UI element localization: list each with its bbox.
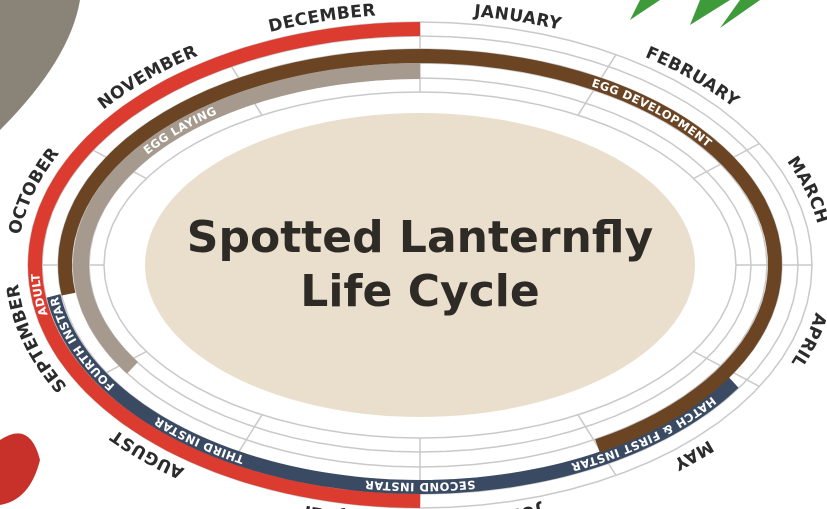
month-label: JUNE [493,499,544,509]
adult-label: ADULT [28,273,50,318]
center-ellipse [145,113,695,417]
title-line-1: Spotted Lanternfly [187,212,653,263]
bark-decoration [0,0,80,130]
leaf-decoration [630,0,760,28]
month-label: MAY [670,436,717,474]
life-cycle-diagram: Spotted Lanternfly Life Cycle ADULTEGG D… [0,0,827,509]
insect-decoration [0,433,40,505]
adult-label-text: ADULT [28,273,50,318]
title-line-2: Life Cycle [300,266,539,317]
month-label-text: MAY [670,436,717,474]
month-label-text: JUNE [493,499,544,509]
